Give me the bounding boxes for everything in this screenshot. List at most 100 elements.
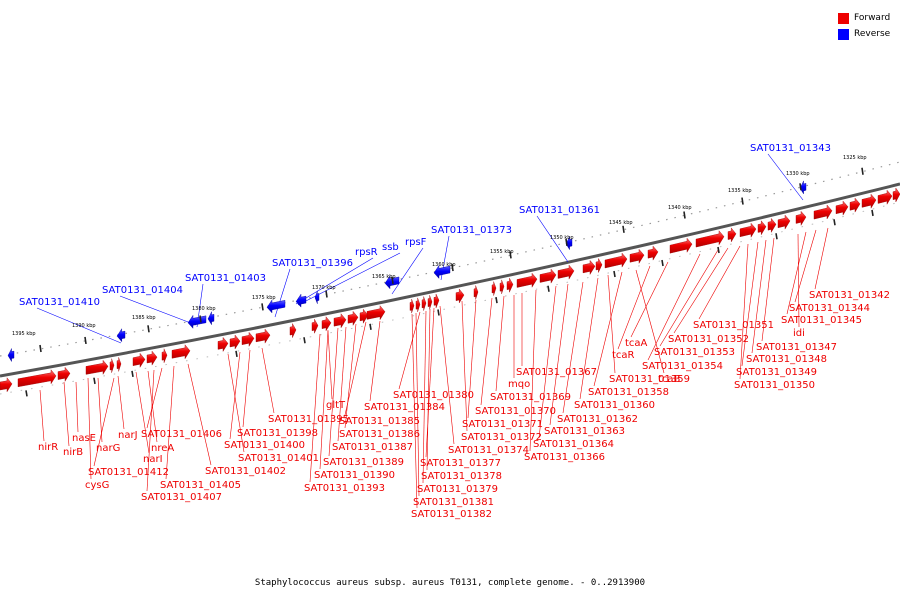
forward-gene-arrow[interactable] — [695, 230, 725, 248]
forward-gene-label[interactable]: SAT0131_01345 — [781, 315, 862, 326]
forward-gene-label[interactable]: tcaR — [612, 350, 635, 361]
forward-gene-label[interactable]: SAT0131_01382 — [411, 509, 492, 520]
forward-gene-arrow[interactable] — [161, 348, 168, 363]
forward-gene-arrow[interactable] — [409, 299, 415, 314]
forward-gene-label[interactable]: SAT0131_01384 — [364, 402, 445, 413]
forward-gene-label[interactable]: SAT0131_01402 — [205, 466, 286, 477]
forward-gene-label[interactable]: SAT0131_01364 — [533, 439, 614, 450]
forward-gene-label[interactable]: SAT0131_01370 — [475, 406, 556, 417]
forward-gene-arrow[interactable] — [132, 352, 146, 368]
forward-gene-arrow[interactable] — [595, 257, 603, 273]
forward-gene-label[interactable]: SAT0131_01378 — [421, 471, 502, 482]
forward-gene-arrow[interactable] — [767, 217, 777, 234]
forward-gene-label[interactable]: SAT0131_01350 — [734, 380, 815, 391]
reverse-gene-label[interactable]: SAT0131_01410 — [19, 297, 100, 308]
forward-gene-label[interactable]: SAT0131_01406 — [141, 429, 222, 440]
forward-gene-arrow[interactable] — [347, 310, 359, 326]
reverse-gene-arrow[interactable] — [799, 180, 807, 195]
forward-gene-label[interactable]: SAT0131_01372 — [461, 432, 542, 443]
forward-gene-label[interactable]: SAT0131_01344 — [789, 303, 870, 314]
forward-gene-label[interactable]: SAT0131_01369 — [490, 392, 571, 403]
forward-gene-label[interactable]: SAT0131_01354 — [642, 361, 723, 372]
forward-gene-arrow[interactable] — [57, 366, 71, 382]
forward-gene-label[interactable]: SAT0131_01407 — [141, 492, 222, 503]
reverse-gene-label[interactable]: SAT0131_01396 — [272, 258, 353, 269]
forward-gene-label[interactable]: nirB — [63, 447, 83, 458]
forward-gene-label[interactable]: SAT0131_01386 — [339, 429, 420, 440]
reverse-gene-arrow[interactable] — [433, 264, 451, 279]
forward-gene-label[interactable]: SAT0131_01400 — [224, 440, 305, 451]
forward-gene-arrow[interactable] — [795, 210, 807, 227]
forward-gene-arrow[interactable] — [861, 193, 877, 209]
reverse-gene-arrow[interactable] — [116, 328, 126, 343]
forward-gene-arrow[interactable] — [311, 318, 319, 334]
forward-gene-label[interactable]: SAT0131_01389 — [323, 457, 404, 468]
reverse-gene-label[interactable]: SAT0131_01343 — [750, 143, 831, 154]
forward-gene-arrow[interactable] — [506, 277, 514, 293]
forward-gene-label[interactable]: SAT0131_01390 — [314, 470, 395, 481]
forward-gene-label[interactable]: SAT0131_01360 — [574, 400, 655, 411]
forward-gene-label[interactable]: narG — [96, 443, 120, 454]
forward-gene-label[interactable]: nirR — [38, 442, 58, 453]
forward-gene-arrow[interactable] — [366, 305, 386, 321]
forward-gene-label[interactable]: SAT0131_01405 — [160, 480, 241, 491]
forward-gene-label[interactable]: cysG — [85, 480, 109, 491]
forward-gene-arrow[interactable] — [359, 308, 369, 324]
forward-gene-label[interactable]: nreA — [151, 443, 174, 454]
reverse-gene-arrow[interactable] — [314, 290, 320, 304]
forward-gene-label[interactable]: SAT0131_01351 — [693, 320, 774, 331]
forward-gene-label[interactable]: narJ — [118, 430, 138, 441]
reverse-gene-arrow[interactable] — [207, 311, 215, 326]
reverse-gene-label[interactable]: SAT0131_01404 — [102, 285, 183, 296]
forward-gene-arrow[interactable] — [813, 204, 833, 220]
forward-gene-arrow[interactable] — [757, 220, 767, 236]
forward-gene-label[interactable]: tcaA — [625, 338, 648, 349]
reverse-gene-arrow[interactable] — [295, 293, 307, 308]
forward-gene-label[interactable]: SAT0131_01349 — [736, 367, 817, 378]
forward-gene-label[interactable]: SAT0131_01352 — [668, 334, 749, 345]
forward-gene-label[interactable]: SAT0131_01348 — [746, 354, 827, 365]
forward-gene-arrow[interactable] — [539, 268, 557, 284]
reverse-gene-label[interactable]: rpsR — [355, 247, 378, 258]
forward-gene-arrow[interactable] — [116, 357, 122, 372]
forward-gene-arrow[interactable] — [229, 334, 241, 350]
forward-gene-label[interactable]: SAT0131_01367 — [516, 367, 597, 378]
forward-gene-arrow[interactable] — [241, 331, 255, 347]
forward-gene-arrow[interactable] — [433, 293, 440, 309]
forward-gene-label[interactable]: idi — [793, 328, 805, 339]
forward-gene-label[interactable]: SAT0131_01374 — [448, 445, 529, 456]
forward-gene-arrow[interactable] — [255, 328, 271, 344]
forward-gene-arrow[interactable] — [499, 279, 505, 294]
forward-gene-arrow[interactable] — [109, 358, 115, 373]
forward-gene-arrow[interactable] — [289, 322, 297, 338]
forward-gene-label[interactable]: SAT0131_01401 — [238, 453, 319, 464]
forward-gene-arrow[interactable] — [171, 344, 191, 360]
forward-gene-label[interactable]: tcaB — [658, 374, 681, 385]
forward-gene-arrow[interactable] — [629, 248, 645, 265]
forward-gene-label[interactable]: SAT0131_01363 — [544, 426, 625, 437]
forward-gene-label[interactable]: mqo — [508, 379, 530, 390]
reverse-gene-label[interactable]: rpsF — [405, 237, 427, 248]
forward-gene-label[interactable]: SAT0131_01381 — [413, 497, 494, 508]
reverse-gene-label[interactable]: SAT0131_01373 — [431, 225, 512, 236]
forward-gene-arrow[interactable] — [739, 222, 757, 238]
forward-gene-arrow[interactable] — [415, 297, 421, 312]
forward-gene-label[interactable]: SAT0131_01353 — [654, 347, 735, 358]
forward-gene-label[interactable]: SAT0131_01395 — [268, 414, 349, 425]
forward-gene-arrow[interactable] — [333, 313, 347, 329]
forward-gene-label[interactable]: SAT0131_01359 — [609, 374, 690, 385]
forward-gene-label[interactable]: nasE — [72, 433, 96, 444]
forward-gene-arrow[interactable] — [777, 214, 791, 230]
forward-gene-arrow[interactable] — [892, 187, 900, 203]
reverse-gene-arrow[interactable] — [187, 314, 207, 329]
forward-gene-label[interactable]: SAT0131_01393 — [304, 483, 385, 494]
forward-gene-label[interactable]: SAT0131_01398 — [237, 428, 318, 439]
forward-gene-label[interactable]: SAT0131_01385 — [339, 416, 420, 427]
forward-gene-arrow[interactable] — [217, 336, 229, 353]
forward-gene-label[interactable]: SAT0131_01342 — [809, 290, 890, 301]
reverse-gene-label[interactable]: SAT0131_01403 — [185, 273, 266, 284]
forward-gene-label[interactable]: gltT — [326, 400, 346, 411]
forward-gene-arrow[interactable] — [321, 316, 332, 332]
forward-gene-label[interactable]: narI — [143, 454, 163, 465]
forward-gene-arrow[interactable] — [473, 285, 479, 300]
